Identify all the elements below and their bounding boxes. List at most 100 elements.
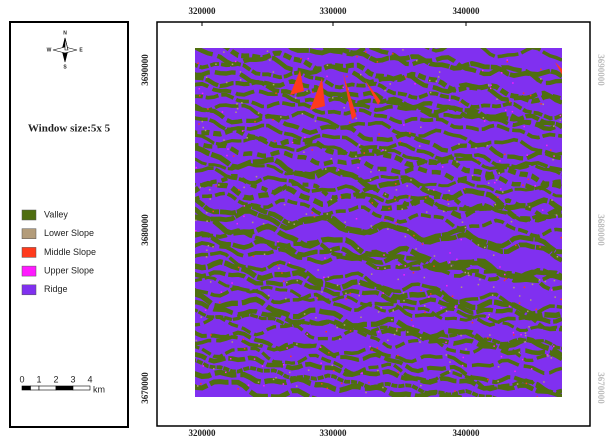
speckle bbox=[411, 319, 413, 321]
speckle bbox=[502, 191, 504, 193]
y-coord-right: 3670000 bbox=[596, 372, 606, 404]
speckle bbox=[406, 185, 408, 187]
scale-segment bbox=[31, 386, 40, 390]
speckle bbox=[290, 356, 292, 358]
speckle bbox=[295, 97, 297, 99]
speckle bbox=[442, 166, 444, 168]
speckle bbox=[551, 199, 553, 201]
speckle bbox=[264, 254, 266, 256]
speckle bbox=[385, 150, 387, 152]
speckle bbox=[365, 51, 367, 53]
speckle bbox=[472, 322, 474, 324]
speckle bbox=[317, 269, 319, 271]
speckle bbox=[350, 293, 352, 295]
speckle bbox=[364, 152, 366, 154]
speckle bbox=[200, 383, 202, 385]
speckle bbox=[397, 279, 399, 281]
speckle bbox=[377, 347, 379, 349]
speckle bbox=[546, 145, 548, 147]
speckle bbox=[506, 59, 508, 61]
speckle bbox=[359, 158, 361, 160]
speckle bbox=[327, 388, 329, 390]
speckle bbox=[495, 204, 497, 206]
speckle bbox=[222, 111, 224, 113]
speckle bbox=[242, 130, 244, 132]
speckle bbox=[433, 189, 435, 191]
speckle bbox=[312, 91, 314, 93]
speckle bbox=[346, 76, 348, 78]
speckle bbox=[396, 330, 398, 332]
speckle bbox=[493, 254, 495, 256]
speckle bbox=[553, 125, 555, 127]
speckle bbox=[226, 82, 228, 84]
speckle bbox=[496, 98, 498, 100]
speckle bbox=[358, 248, 360, 250]
speckle bbox=[560, 120, 562, 122]
speckle bbox=[539, 246, 541, 248]
speckle bbox=[209, 189, 211, 191]
speckle bbox=[345, 298, 347, 300]
speckle bbox=[540, 78, 542, 80]
speckle bbox=[524, 287, 526, 289]
speckle bbox=[237, 108, 239, 110]
speckle bbox=[219, 302, 221, 304]
x-coord-bottom: 330000 bbox=[320, 428, 348, 438]
speckle bbox=[490, 85, 492, 87]
speckle bbox=[238, 267, 240, 269]
speckle bbox=[397, 355, 399, 357]
speckle bbox=[554, 296, 556, 298]
speckle bbox=[487, 379, 489, 381]
speckle bbox=[207, 108, 209, 110]
speckle bbox=[206, 221, 208, 223]
speckle bbox=[360, 317, 362, 319]
speckle bbox=[397, 372, 399, 374]
speckle bbox=[505, 278, 507, 280]
speckle bbox=[456, 161, 458, 163]
speckle bbox=[498, 366, 500, 368]
speckle bbox=[199, 88, 201, 90]
speckle bbox=[517, 383, 519, 385]
speckle bbox=[527, 311, 529, 313]
legend-label: Middle Slope bbox=[44, 247, 96, 257]
speckle bbox=[424, 277, 426, 279]
scale-segment bbox=[39, 386, 56, 390]
speckle bbox=[477, 159, 479, 161]
speckle bbox=[262, 365, 264, 367]
speckle bbox=[448, 203, 450, 205]
speckle bbox=[440, 307, 442, 309]
speckle bbox=[227, 148, 229, 150]
speckle bbox=[258, 381, 260, 383]
speckle bbox=[425, 197, 427, 199]
speckle bbox=[205, 130, 207, 132]
speckle bbox=[547, 355, 549, 357]
speckle bbox=[325, 168, 327, 170]
speckle bbox=[430, 293, 432, 295]
speckle bbox=[206, 77, 208, 79]
speckle bbox=[297, 280, 299, 282]
speckle bbox=[553, 346, 555, 348]
speckle bbox=[371, 349, 373, 351]
speckle bbox=[551, 357, 553, 359]
speckle bbox=[206, 250, 208, 252]
speckle bbox=[308, 369, 310, 371]
speckle bbox=[456, 259, 458, 261]
speckle bbox=[504, 280, 506, 282]
speckle bbox=[226, 155, 228, 157]
speckle bbox=[554, 280, 556, 282]
speckle bbox=[426, 211, 428, 213]
speckle bbox=[439, 71, 441, 73]
speckle bbox=[488, 316, 490, 318]
speckle bbox=[240, 79, 242, 81]
speckle bbox=[360, 74, 362, 76]
speckle bbox=[202, 93, 204, 95]
speckle bbox=[277, 264, 279, 266]
map-layout: N S E W Window size:5x 5 ValleyLower Slo… bbox=[0, 0, 610, 443]
speckle bbox=[497, 196, 499, 198]
speckle bbox=[405, 265, 407, 267]
speckle bbox=[475, 147, 477, 149]
speckle bbox=[462, 365, 464, 367]
speckle bbox=[528, 179, 530, 181]
speckle bbox=[306, 213, 308, 215]
speckle bbox=[556, 214, 558, 216]
speckle bbox=[500, 188, 502, 190]
